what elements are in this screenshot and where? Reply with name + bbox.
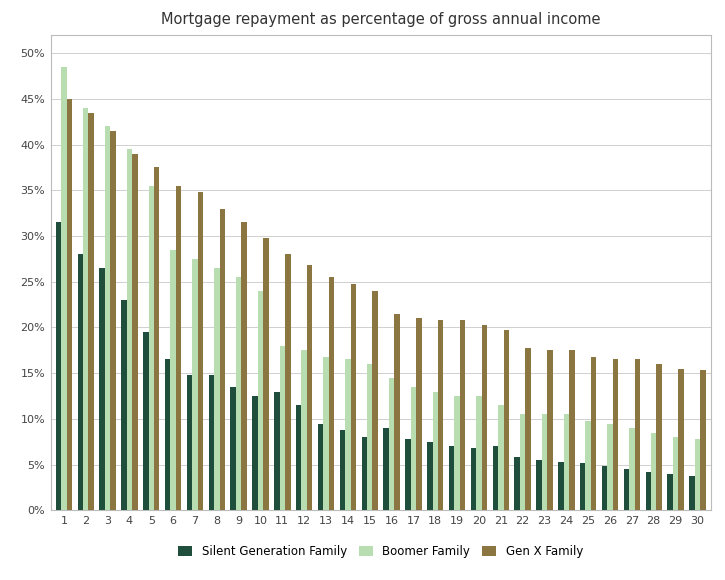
Bar (220, 209, 225, 510)
Bar (394, 314, 399, 510)
Bar (651, 433, 656, 510)
Bar (56, 222, 61, 510)
Bar (689, 476, 695, 510)
Bar (667, 474, 673, 510)
Bar (61, 67, 67, 510)
Bar (83, 108, 88, 510)
Bar (127, 149, 132, 510)
Bar (340, 430, 345, 510)
Bar (296, 405, 302, 510)
Bar (613, 360, 618, 510)
Bar (405, 439, 410, 510)
Bar (143, 332, 149, 510)
Bar (367, 364, 373, 510)
Bar (170, 250, 176, 510)
Bar (656, 364, 662, 510)
Bar (132, 154, 138, 510)
Bar (476, 396, 481, 510)
Bar (695, 439, 700, 510)
Bar (498, 405, 503, 510)
Bar (542, 414, 547, 510)
Bar (585, 420, 591, 510)
Bar (608, 423, 613, 510)
Bar (274, 392, 280, 510)
Bar (176, 186, 181, 510)
Bar (328, 277, 334, 510)
Bar (67, 99, 72, 510)
Bar (285, 254, 291, 510)
Bar (149, 186, 154, 510)
Bar (449, 447, 455, 510)
Bar (236, 277, 241, 510)
Bar (192, 259, 198, 510)
Bar (280, 346, 285, 510)
Bar (373, 291, 378, 510)
Bar (492, 447, 498, 510)
Bar (580, 463, 585, 510)
Bar (318, 423, 323, 510)
Title: Mortgage repayment as percentage of gross annual income: Mortgage repayment as percentage of gros… (161, 12, 600, 27)
Bar (460, 320, 465, 510)
Bar (198, 192, 203, 510)
Bar (209, 375, 214, 510)
Bar (307, 265, 312, 510)
Bar (536, 460, 542, 510)
Bar (165, 360, 170, 510)
Bar (602, 466, 608, 510)
Bar (384, 428, 389, 510)
Bar (673, 437, 679, 510)
Bar (569, 350, 574, 510)
Bar (110, 131, 116, 510)
Bar (345, 360, 351, 510)
Bar (389, 378, 394, 510)
Bar (481, 325, 487, 510)
Bar (471, 448, 476, 510)
Bar (231, 387, 236, 510)
Bar (187, 375, 192, 510)
Bar (99, 268, 105, 510)
Bar (323, 357, 328, 510)
Bar (351, 284, 356, 510)
Bar (629, 428, 634, 510)
Bar (520, 414, 526, 510)
Bar (634, 360, 640, 510)
Bar (438, 320, 444, 510)
Bar (154, 168, 160, 510)
Bar (503, 330, 509, 510)
Bar (214, 268, 220, 510)
Bar (624, 469, 629, 510)
Bar (645, 472, 651, 510)
Bar (547, 350, 552, 510)
Legend: Silent Generation Family, Boomer Family, Gen X Family: Silent Generation Family, Boomer Family,… (175, 542, 587, 561)
Bar (563, 414, 569, 510)
Bar (410, 387, 416, 510)
Bar (515, 458, 520, 510)
Bar (121, 300, 127, 510)
Bar (88, 113, 94, 510)
Bar (700, 371, 705, 510)
Bar (258, 291, 263, 510)
Bar (433, 392, 438, 510)
Bar (526, 347, 531, 510)
Bar (252, 396, 258, 510)
Bar (591, 357, 597, 510)
Bar (679, 369, 684, 510)
Bar (105, 126, 110, 510)
Bar (455, 396, 460, 510)
Bar (416, 318, 421, 510)
Bar (427, 442, 433, 510)
Bar (558, 462, 563, 510)
Bar (263, 238, 269, 510)
Bar (241, 222, 247, 510)
Bar (302, 350, 307, 510)
Bar (362, 437, 367, 510)
Bar (78, 254, 83, 510)
